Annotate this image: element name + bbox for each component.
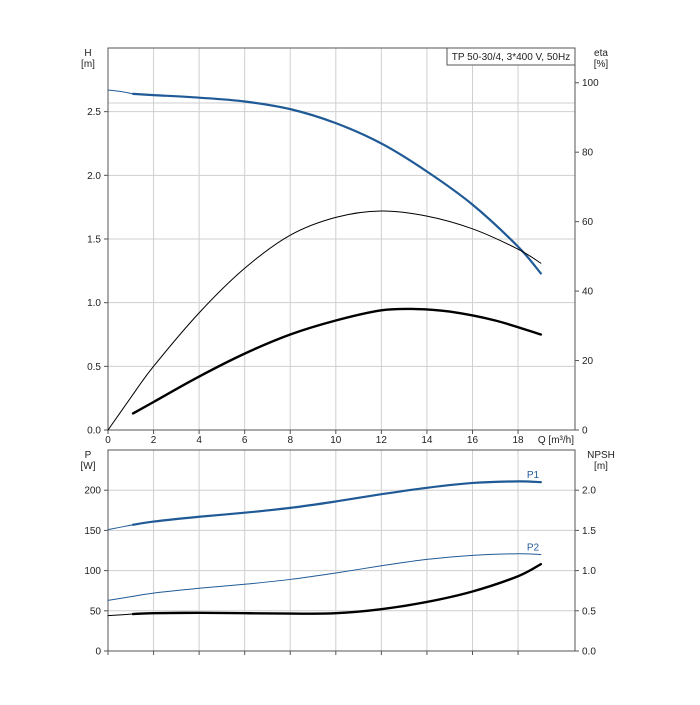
series-line-eta (132, 210, 542, 395)
x-tick-label: 10 (330, 435, 342, 446)
y-left-tick-label: 2.0 (87, 171, 101, 182)
y-right-axis-label: eta (594, 48, 608, 59)
x-axis-label: Q [m³/h] (538, 435, 574, 446)
x-tick-label: 4 (196, 435, 202, 446)
y-left-tick-label: 2.5 (87, 107, 101, 118)
series-line-pump-curve-3 (131, 307, 543, 415)
y-left-tick-label: 1.5 (87, 235, 101, 246)
series-line-eta-ext (107, 393, 134, 431)
y-left-tick-label: 150 (84, 526, 101, 537)
y-left-tick-label: 0.5 (87, 362, 101, 373)
series-line-p1 (131, 480, 542, 526)
series-line-p2-ext (107, 595, 134, 601)
series-line-npsh (131, 562, 543, 616)
y-left-tick-label: 50 (90, 606, 102, 617)
plot-frame (107, 449, 576, 652)
x-tick-label: 8 (287, 435, 293, 446)
x-tick-label: 0 (105, 435, 111, 446)
x-tick-label: 2 (151, 435, 157, 446)
y-right-tick-label: 100 (582, 78, 599, 89)
series-label-p1: P1 (527, 470, 540, 481)
y-left-axis-unit: [W] (81, 461, 96, 472)
y-right-axis-label: NPSH (587, 450, 615, 461)
chart-title-box (446, 47, 576, 66)
y-left-tick-label: 100 (84, 566, 101, 577)
y-left-tick-label: 0 (95, 647, 101, 658)
series-line-h (131, 92, 542, 275)
series-line-npsh-ext (107, 613, 134, 617)
y-right-tick-label: 0.5 (582, 606, 596, 617)
series-label-p2: P2 (527, 543, 540, 554)
y-left-tick-label: 1.0 (87, 298, 101, 309)
x-tick-label: 14 (421, 435, 433, 446)
y-right-tick-label: 0.0 (582, 647, 596, 658)
x-tick-label: 16 (467, 435, 479, 446)
x-tick-label: 6 (242, 435, 248, 446)
series-line-h-ext (107, 89, 134, 95)
y-right-tick-label: 0 (582, 426, 588, 437)
y-left-axis-label: H (84, 48, 91, 59)
y-left-tick-label: 0.0 (87, 426, 101, 437)
y-left-axis-label: P (85, 450, 92, 461)
y-right-axis-unit: [m] (594, 461, 608, 472)
y-right-tick-label: 80 (582, 148, 594, 159)
y-right-tick-label: 60 (582, 217, 594, 228)
chart-title: TP 50-30/4, 3*400 V, 50Hz (452, 52, 570, 63)
x-tick-label: 12 (376, 435, 388, 446)
y-right-axis-unit: [%] (594, 59, 609, 70)
x-tick-label: 18 (512, 435, 524, 446)
series-line-p1-ext (107, 524, 134, 531)
y-right-tick-label: 20 (582, 356, 594, 367)
y-right-tick-label: 1.0 (582, 566, 596, 577)
y-left-axis-unit: [m] (81, 59, 95, 70)
y-left-tick-label: 200 (84, 486, 101, 497)
y-right-tick-label: 2.0 (582, 486, 596, 497)
series-line-p2 (132, 553, 542, 597)
y-right-tick-label: 40 (582, 287, 594, 298)
y-right-tick-label: 1.5 (582, 526, 596, 537)
